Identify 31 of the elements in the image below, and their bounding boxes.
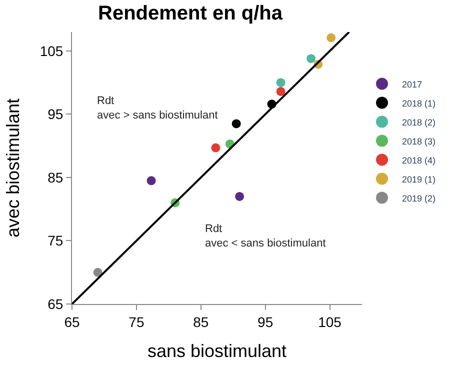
y-tick-label: 95 — [48, 106, 64, 122]
legend-label: 2018 (3) — [402, 136, 436, 146]
y-tick-label: 75 — [48, 232, 64, 249]
point — [235, 192, 244, 201]
x-tick-label: 65 — [64, 314, 80, 330]
point — [276, 86, 286, 96]
x-tick-label: 105 — [318, 314, 342, 330]
legend-label: 2018 (2) — [402, 117, 436, 128]
chart-title: Rendement en q/ha — [98, 2, 284, 25]
point — [326, 33, 336, 42]
point — [93, 268, 102, 277]
legend-label: 2018 (1) — [402, 98, 436, 108]
x-tick-label: 85 — [193, 314, 209, 330]
point — [146, 176, 156, 186]
x-tick-label: 95 — [258, 314, 274, 330]
legend-label: 2017 — [402, 79, 422, 90]
y-axis-title: avec biostimulant — [3, 98, 24, 238]
y-tick-label: 105 — [40, 42, 64, 59]
y-tick-label: 85 — [48, 169, 64, 186]
point — [306, 54, 316, 64]
legend-label: 2019 (1) — [402, 174, 436, 184]
point — [232, 119, 241, 128]
x-axis-title: sans biostimulant — [147, 340, 287, 361]
point — [211, 143, 220, 152]
x-tick-label: 75 — [128, 314, 144, 330]
annotation: Rdt avec > sans biostimulant — [97, 95, 218, 122]
point — [276, 78, 286, 88]
y-tick-label: 65 — [48, 296, 64, 312]
legend-label: 2018 (4) — [402, 155, 436, 166]
legend-label: 2019 (2) — [402, 193, 436, 204]
annotation: Rdt avec < sans biostimulant — [205, 223, 326, 250]
